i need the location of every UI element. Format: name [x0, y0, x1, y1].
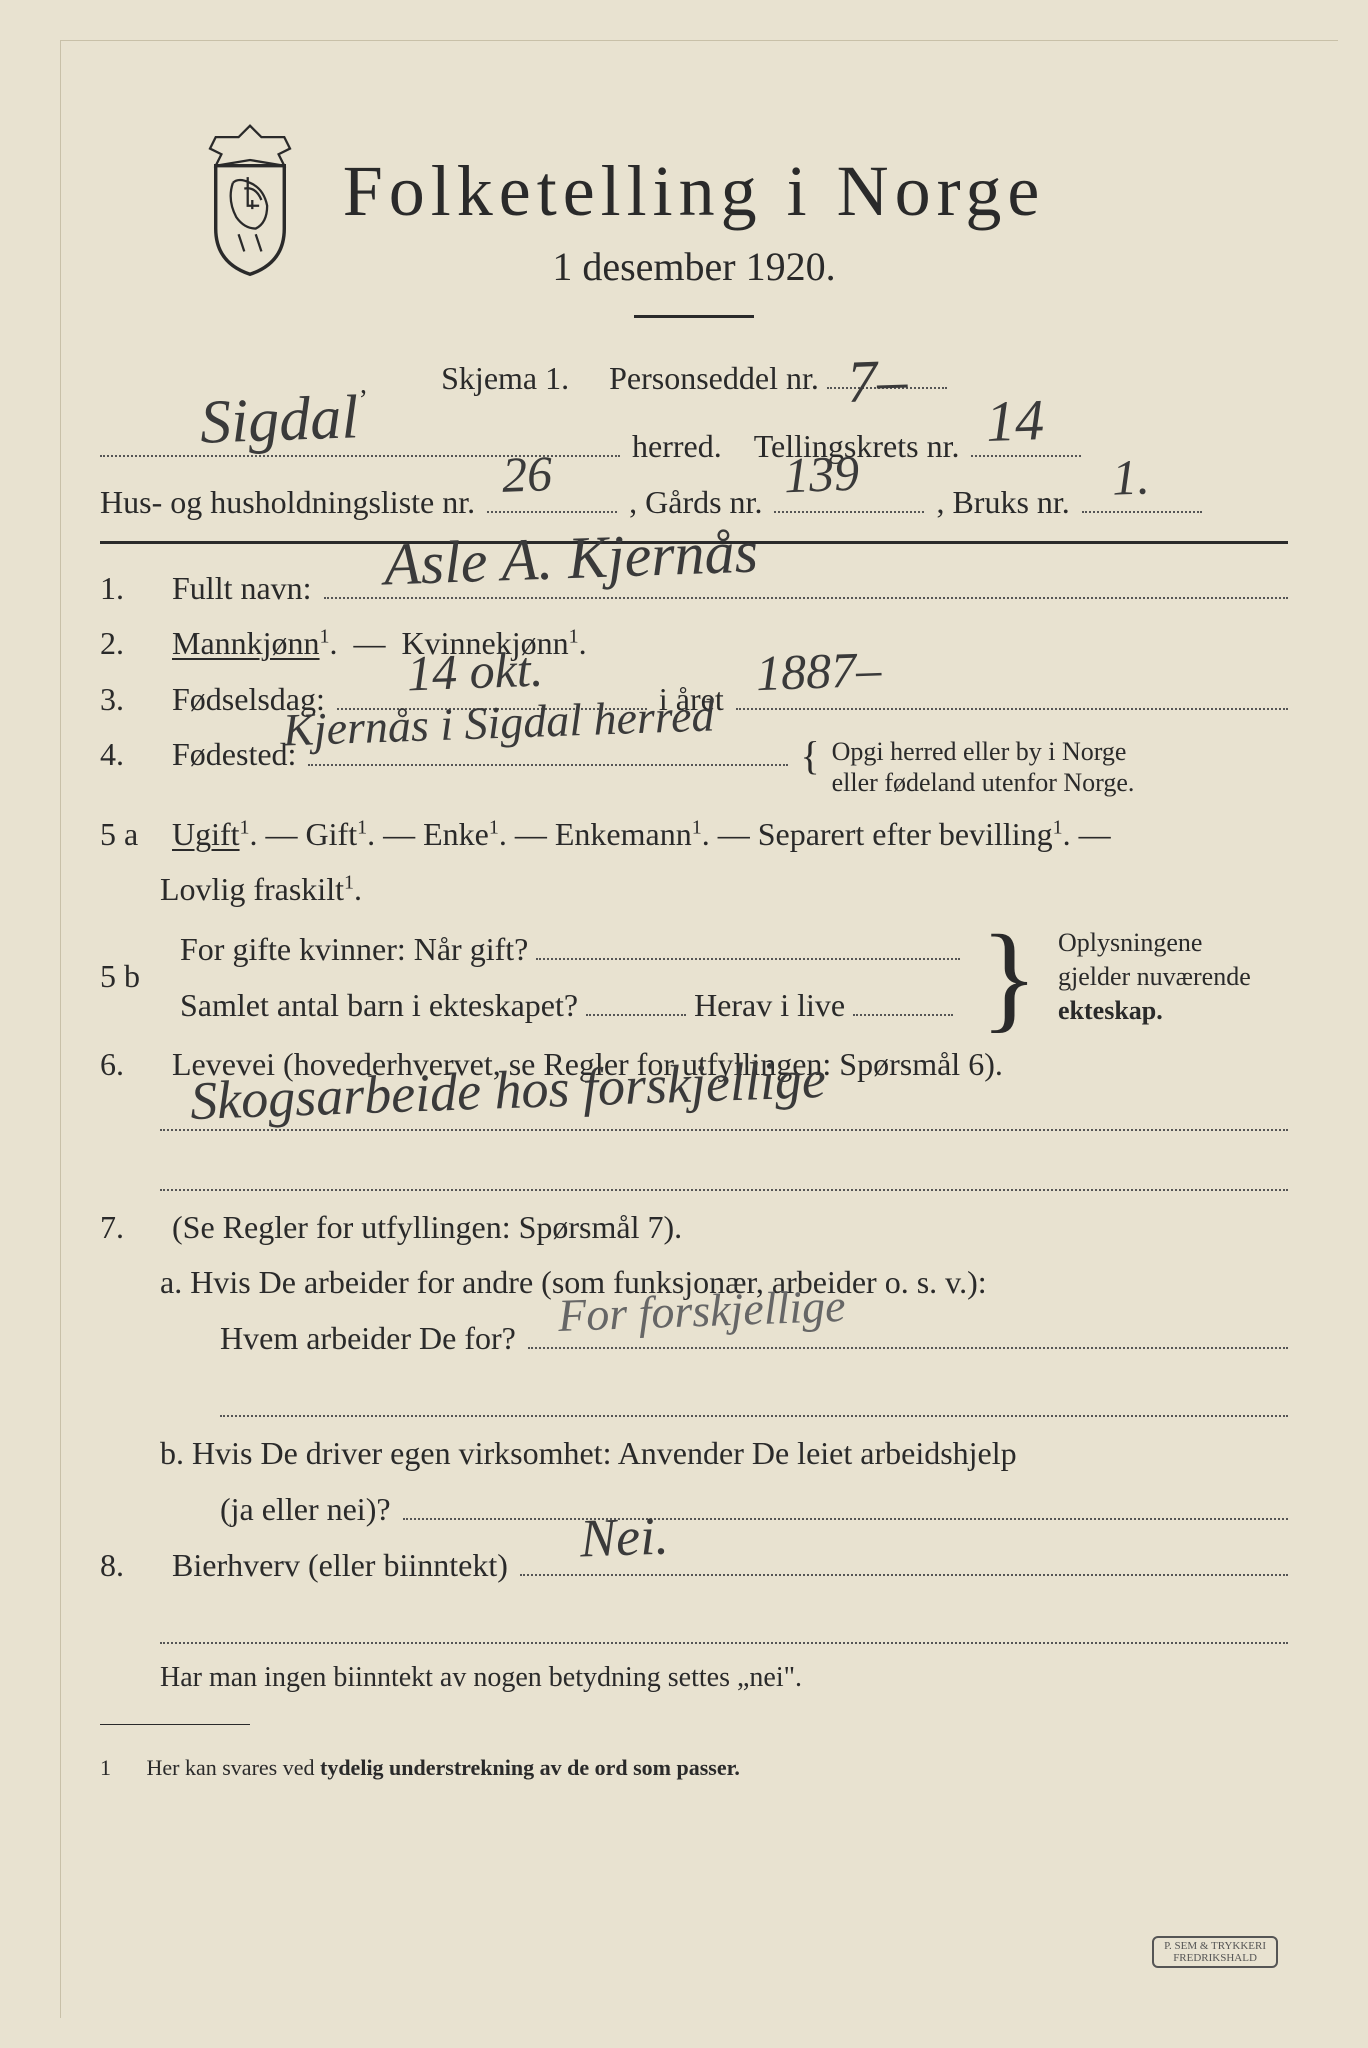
q7a-value: For forskjellige [557, 1279, 846, 1342]
footnote: 1 Her kan svares ved tydelig understrekn… [100, 1755, 1288, 1781]
q6-field2 [160, 1161, 1288, 1191]
q6-field: Skogsarbeide hos forskjellige [160, 1101, 1288, 1131]
q5b-gift-field [536, 930, 960, 960]
husliste-field: 26 [487, 483, 617, 513]
bruks-label: , Bruks nr. [936, 484, 1069, 521]
q8-blank-row [100, 1614, 1288, 1644]
form-body: Sigdal herred. Tellingskrets nr. 14 Hus-… [100, 427, 1288, 1781]
q8-value: Nei. [579, 1504, 670, 1569]
q1-value: Asle A. Kjernås [382, 517, 758, 599]
q5a-options: Ugift1. — Gift1. — Enke1. — Enkemann1. —… [172, 816, 1111, 853]
q3-year-field: 1887– [736, 680, 1288, 710]
q5b-live-field [853, 986, 953, 1016]
q4-num: 4. [100, 736, 160, 773]
q8-field: Nei. [520, 1546, 1288, 1576]
q7b-field [403, 1490, 1288, 1520]
q7b-q: (ja eller nei)? [220, 1491, 391, 1528]
husliste-label: Hus- og husholdningsliste nr. [100, 484, 475, 521]
brace-icon: { [800, 744, 819, 768]
q5b-l1a: For gifte kvinner: Når gift? [180, 931, 528, 968]
q4-field: Kjernås i Sigdal herred [308, 736, 788, 766]
herred-label: herred. [632, 428, 722, 465]
schema-label: Skjema 1. [441, 360, 569, 396]
q7b-row: b. Hvis De driver egen virksomhet: Anven… [100, 1435, 1288, 1472]
q8-num: 8. [100, 1547, 160, 1584]
divider [634, 315, 754, 318]
herred-row: Sigdal herred. Tellingskrets nr. 14 [100, 427, 1288, 465]
q5a-num: 5 a [100, 816, 160, 853]
q6-num: 6. [100, 1046, 160, 1083]
header: Folketelling i Norge 1 desember 1920. , … [100, 150, 1288, 409]
bruks-field: 1. [1082, 483, 1202, 513]
census-form-page: Folketelling i Norge 1 desember 1920. , … [0, 0, 1368, 2048]
person-nr-field: 7– [827, 359, 947, 389]
person-label: Personseddel nr. [609, 360, 819, 396]
q1-num: 1. [100, 570, 160, 607]
q3-year-value: 1887– [755, 640, 882, 702]
q5b-num: 5 b [100, 958, 160, 995]
q4-label: Fødested: [172, 736, 296, 773]
q7a-q-row: Hvem arbeider De for? For forskjellige [100, 1319, 1288, 1357]
q3-day-value: 14 okt. [406, 639, 544, 702]
q5b-l2a: Samlet antal barn i ekteskapet? [180, 987, 578, 1024]
footnote-marker: 1 [100, 1755, 111, 1780]
q8-hint-row: Har man ingen biinntekt av nogen betydni… [100, 1662, 1288, 1694]
q8-field2 [160, 1614, 1288, 1644]
footnote-text: Her kan svares ved tydelig understreknin… [147, 1755, 740, 1780]
q7a-field: For forskjellige [528, 1319, 1288, 1349]
q5b-left: For gifte kvinner: Når gift? Samlet anta… [180, 930, 960, 1024]
q6-blank-row [100, 1161, 1288, 1191]
q2-row: 2. Mannkjønn1. — Kvinnekjønn1. [100, 625, 1288, 662]
q5a-row: 5 a Ugift1. — Gift1. — Enke1. — Enkemann… [100, 816, 1288, 853]
q4-row: 4. Fødested: Kjernås i Sigdal herred { O… [100, 736, 1288, 798]
q7-num: 7. [100, 1209, 160, 1246]
footnote-divider [100, 1724, 250, 1725]
q5a-line2: Lovlig fraskilt1. [160, 871, 362, 908]
q2-mann: Mannkjønn [172, 625, 320, 661]
tellingskrets-field: 14 [971, 427, 1081, 457]
q5b-row: 5 b For gifte kvinner: Når gift? Samlet … [100, 926, 1288, 1027]
q3-num: 3. [100, 681, 160, 718]
q5b-l2b: Herav i live [694, 987, 845, 1024]
q7-label: (Se Regler for utfyllingen: Spørsmål 7). [172, 1209, 682, 1246]
husliste-value: 26 [501, 444, 553, 504]
q5b-note: Oplysningene gjelder nuværende ekteskap. [1058, 926, 1288, 1027]
q8-row: 8. Bierhverv (eller biinntekt) Nei. [100, 1546, 1288, 1584]
husliste-row: Hus- og husholdningsliste nr. 26 , Gårds… [100, 483, 1288, 521]
q4-hint: Opgi herred eller by i Norge eller fødel… [832, 736, 1135, 798]
gards-label: , Gårds nr. [629, 484, 762, 521]
q1-row: 1. Fullt navn: Asle A. Kjernås [100, 569, 1288, 607]
printer-stamp: P. SEM & TRYKKERI FREDRIKSHALD [1152, 1936, 1278, 1968]
q7a-q: Hvem arbeider De for? [220, 1320, 516, 1357]
q7a-field2 [220, 1387, 1288, 1417]
q2-num: 2. [100, 625, 160, 662]
person-nr-value: 7– [845, 323, 909, 439]
herred-value: Sigdal [199, 382, 360, 458]
brace-icon: } [980, 947, 1038, 1007]
q5b-barn-field [586, 986, 686, 1016]
gards-value: 139 [783, 444, 860, 505]
q6-value-row: Skogsarbeide hos forskjellige [100, 1101, 1288, 1131]
tellingskrets-value: 14 [985, 386, 1045, 455]
q1-label: Fullt navn: [172, 570, 312, 607]
q7a-blank-row [100, 1387, 1288, 1417]
q8-label: Bierhverv (eller biinntekt) [172, 1547, 508, 1584]
q7-row: 7. (Se Regler for utfyllingen: Spørsmål … [100, 1209, 1288, 1246]
comma-mark: , [360, 358, 367, 411]
q8-hint: Har man ingen biinntekt av nogen betydni… [160, 1662, 802, 1694]
bruks-value: 1. [1111, 447, 1151, 506]
q7b-label: b. Hvis De driver egen virksomhet: Anven… [160, 1435, 1017, 1472]
q1-field: Asle A. Kjernås [324, 569, 1288, 599]
q7b-q-row: (ja eller nei)? [100, 1490, 1288, 1528]
q5a-row2: Lovlig fraskilt1. [100, 871, 1288, 908]
coat-of-arms-icon [190, 120, 310, 280]
gards-field: 139 [774, 483, 924, 513]
